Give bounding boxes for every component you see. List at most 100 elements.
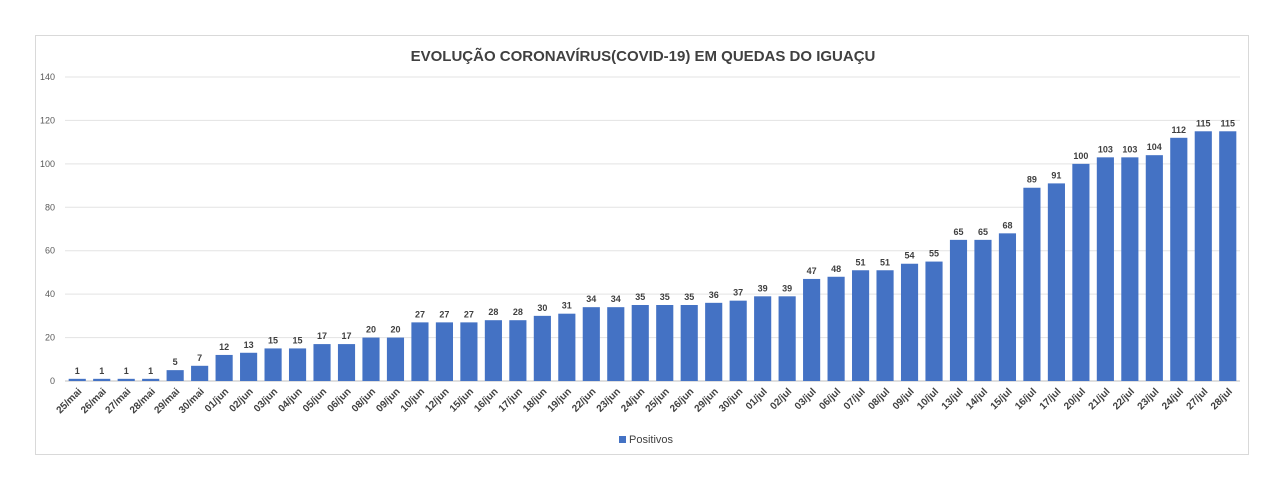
data-label: 15 <box>293 335 303 345</box>
y-tick-label: 40 <box>45 289 55 299</box>
data-label: 39 <box>782 283 792 293</box>
x-tick-label: 06/jul <box>817 386 843 412</box>
data-label: 37 <box>733 288 743 298</box>
data-label: 31 <box>562 301 572 311</box>
data-label: 36 <box>709 290 719 300</box>
x-tick-label: 26/jun <box>668 386 696 414</box>
x-tick-label: 21/jul <box>1087 386 1113 412</box>
data-label: 47 <box>807 266 817 276</box>
data-label: 13 <box>244 340 254 350</box>
x-tick-label: 02/jul <box>768 386 794 412</box>
bar <box>705 302 723 381</box>
bar <box>484 320 502 381</box>
x-tick-label: 27/mai <box>104 386 134 416</box>
bar <box>631 305 649 381</box>
data-label: 91 <box>1051 170 1061 180</box>
data-label: 5 <box>173 357 178 367</box>
data-label: 68 <box>1002 220 1012 230</box>
bar <box>313 344 331 381</box>
data-label: 100 <box>1073 151 1088 161</box>
bar <box>68 378 86 381</box>
x-tick-label: 15/jun <box>448 386 476 414</box>
x-axis: 25/mai26/mai27/mai28/mai29/mai30/mai01/j… <box>55 386 1235 416</box>
x-tick-label: 08/jul <box>866 386 892 412</box>
gridlines <box>65 76 1240 382</box>
x-tick-label: 15/jul <box>989 386 1015 412</box>
data-label: 48 <box>831 264 841 274</box>
data-label: 1 <box>148 366 153 376</box>
bar <box>509 320 527 381</box>
bar <box>460 322 478 381</box>
y-tick-label: 100 <box>40 159 55 169</box>
data-label: 89 <box>1027 175 1037 185</box>
x-tick-label: 16/jun <box>472 386 500 414</box>
bar <box>191 365 209 381</box>
bar <box>656 305 674 381</box>
bar <box>607 307 625 381</box>
data-label: 7 <box>197 353 202 363</box>
x-tick-label: 22/jun <box>570 386 598 414</box>
x-tick-label: 23/jun <box>595 386 623 414</box>
bar <box>411 322 429 381</box>
x-tick-label: 03/jul <box>793 386 819 412</box>
bar <box>949 239 968 381</box>
x-tick-label: 20/jul <box>1062 386 1088 412</box>
x-tick-label: 03/jun <box>252 386 280 414</box>
bar <box>362 337 380 381</box>
bar <box>754 296 772 381</box>
bar <box>974 239 992 381</box>
bar <box>117 378 135 381</box>
x-tick-label: 30/jun <box>717 386 745 414</box>
bar <box>1194 131 1212 381</box>
data-label: 17 <box>342 331 352 341</box>
x-tick-label: 12/jun <box>423 386 451 414</box>
x-tick-label: 05/jun <box>301 386 329 414</box>
y-tick-label: 80 <box>45 202 55 212</box>
x-tick-label: 26/mai <box>79 386 109 416</box>
x-tick-label: 24/jun <box>619 386 647 414</box>
x-tick-label: 01/jul <box>744 386 770 412</box>
data-label: 20 <box>390 325 400 335</box>
x-tick-label: 02/jun <box>227 386 255 414</box>
bar <box>533 315 551 381</box>
data-label: 27 <box>439 309 449 319</box>
bar <box>1047 183 1065 381</box>
data-label: 65 <box>978 227 988 237</box>
x-tick-label: 06/jun <box>325 386 353 414</box>
data-label: 30 <box>537 303 547 313</box>
data-label: 35 <box>660 292 670 302</box>
bar <box>1219 131 1237 381</box>
legend-label-positivos: Positivos <box>629 434 674 446</box>
legend: Positivos <box>619 434 674 446</box>
bars <box>68 131 1237 381</box>
chart-title: EVOLUÇÃO CORONAVÍRUS(COVID-19) EM QUEDAS… <box>411 47 876 65</box>
data-label: 34 <box>586 294 596 304</box>
data-label: 15 <box>268 335 278 345</box>
bar <box>142 378 160 381</box>
bar <box>215 354 233 381</box>
data-label: 28 <box>513 307 523 317</box>
x-tick-label: 19/jun <box>546 386 574 414</box>
x-tick-label: 09/jun <box>374 386 402 414</box>
x-tick-label: 01/jun <box>203 386 231 414</box>
data-label: 1 <box>124 366 129 376</box>
y-tick-label: 120 <box>40 115 55 125</box>
bar <box>998 233 1017 381</box>
data-label: 1 <box>99 366 104 376</box>
x-tick-label: 07/jul <box>842 386 868 412</box>
bar <box>900 263 919 381</box>
data-label: 103 <box>1098 144 1113 154</box>
data-label: 65 <box>953 227 963 237</box>
bar <box>1072 163 1090 381</box>
data-label: 115 <box>1196 118 1211 128</box>
x-tick-label: 22/jul <box>1111 386 1137 412</box>
x-tick-label: 10/jul <box>915 386 941 412</box>
bar <box>852 270 870 381</box>
data-label: 112 <box>1172 125 1187 135</box>
data-label: 28 <box>488 307 498 317</box>
y-tick-label: 20 <box>45 333 55 343</box>
y-tick-label: 140 <box>40 72 55 82</box>
x-tick-label: 29/jun <box>693 386 721 414</box>
x-tick-label: 14/jul <box>964 386 990 412</box>
x-tick-label: 17/jul <box>1038 386 1064 412</box>
